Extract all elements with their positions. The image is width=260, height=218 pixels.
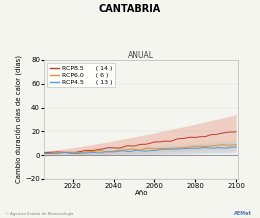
Text: AEMet: AEMet: [234, 211, 252, 216]
Legend: RCP8.5      ( 14 ), RCP6.0      ( 6 ), RCP4.5      ( 13 ): RCP8.5 ( 14 ), RCP6.0 ( 6 ), RCP4.5 ( 13…: [47, 63, 115, 87]
Y-axis label: Cambio duración olas de calor (días): Cambio duración olas de calor (días): [15, 55, 23, 183]
Text: CANTABRIA: CANTABRIA: [99, 4, 161, 14]
Title: ANUAL: ANUAL: [128, 51, 154, 60]
Text: © Agencia Estatal de Meteorología: © Agencia Estatal de Meteorología: [5, 212, 74, 216]
X-axis label: Año: Año: [134, 191, 148, 196]
